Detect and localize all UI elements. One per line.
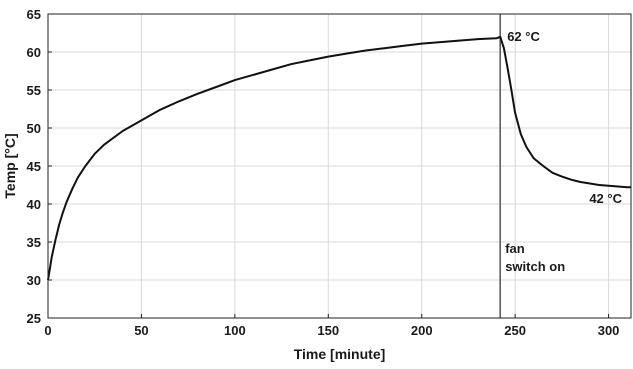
temperature-line — [47, 35, 631, 281]
plot-frame — [47, 13, 632, 319]
x-tick-label: 250 — [504, 323, 526, 338]
grid-layer — [47, 13, 631, 319]
y-tick-label: 40 — [27, 197, 41, 212]
x-tick-label: 150 — [317, 323, 339, 338]
x-tick-label: 100 — [224, 323, 246, 338]
y-tick-label: 65 — [27, 7, 41, 22]
y-tick-label: 35 — [27, 235, 41, 250]
y-tick-label: 25 — [27, 311, 41, 326]
switch-on-label: switch on — [505, 259, 565, 274]
x-tick-label: 50 — [134, 323, 148, 338]
y-axis-title: Temp [°C] — [2, 133, 18, 198]
final-temp-label: 42 °C — [589, 191, 622, 206]
y-tick-label: 60 — [27, 45, 41, 60]
x-tick-label: 300 — [598, 323, 620, 338]
y-tick-label: 45 — [27, 159, 41, 174]
x-axis-title: Time [minute] — [294, 346, 386, 362]
peak-temp-label: 62 °C — [507, 29, 540, 44]
y-tick-label: 30 — [27, 273, 41, 288]
tick-layer: 0 50 100 150 200 250 300 25 30 35 40 45 50 55 60 65 — [27, 7, 620, 338]
fan-label: fan — [505, 241, 525, 256]
x-tick-label: 200 — [411, 323, 433, 338]
mark-layer — [47, 14, 631, 318]
x-tick-label: 0 — [44, 323, 51, 338]
y-tick-label: 55 — [27, 83, 41, 98]
y-tick-label: 50 — [27, 121, 41, 136]
